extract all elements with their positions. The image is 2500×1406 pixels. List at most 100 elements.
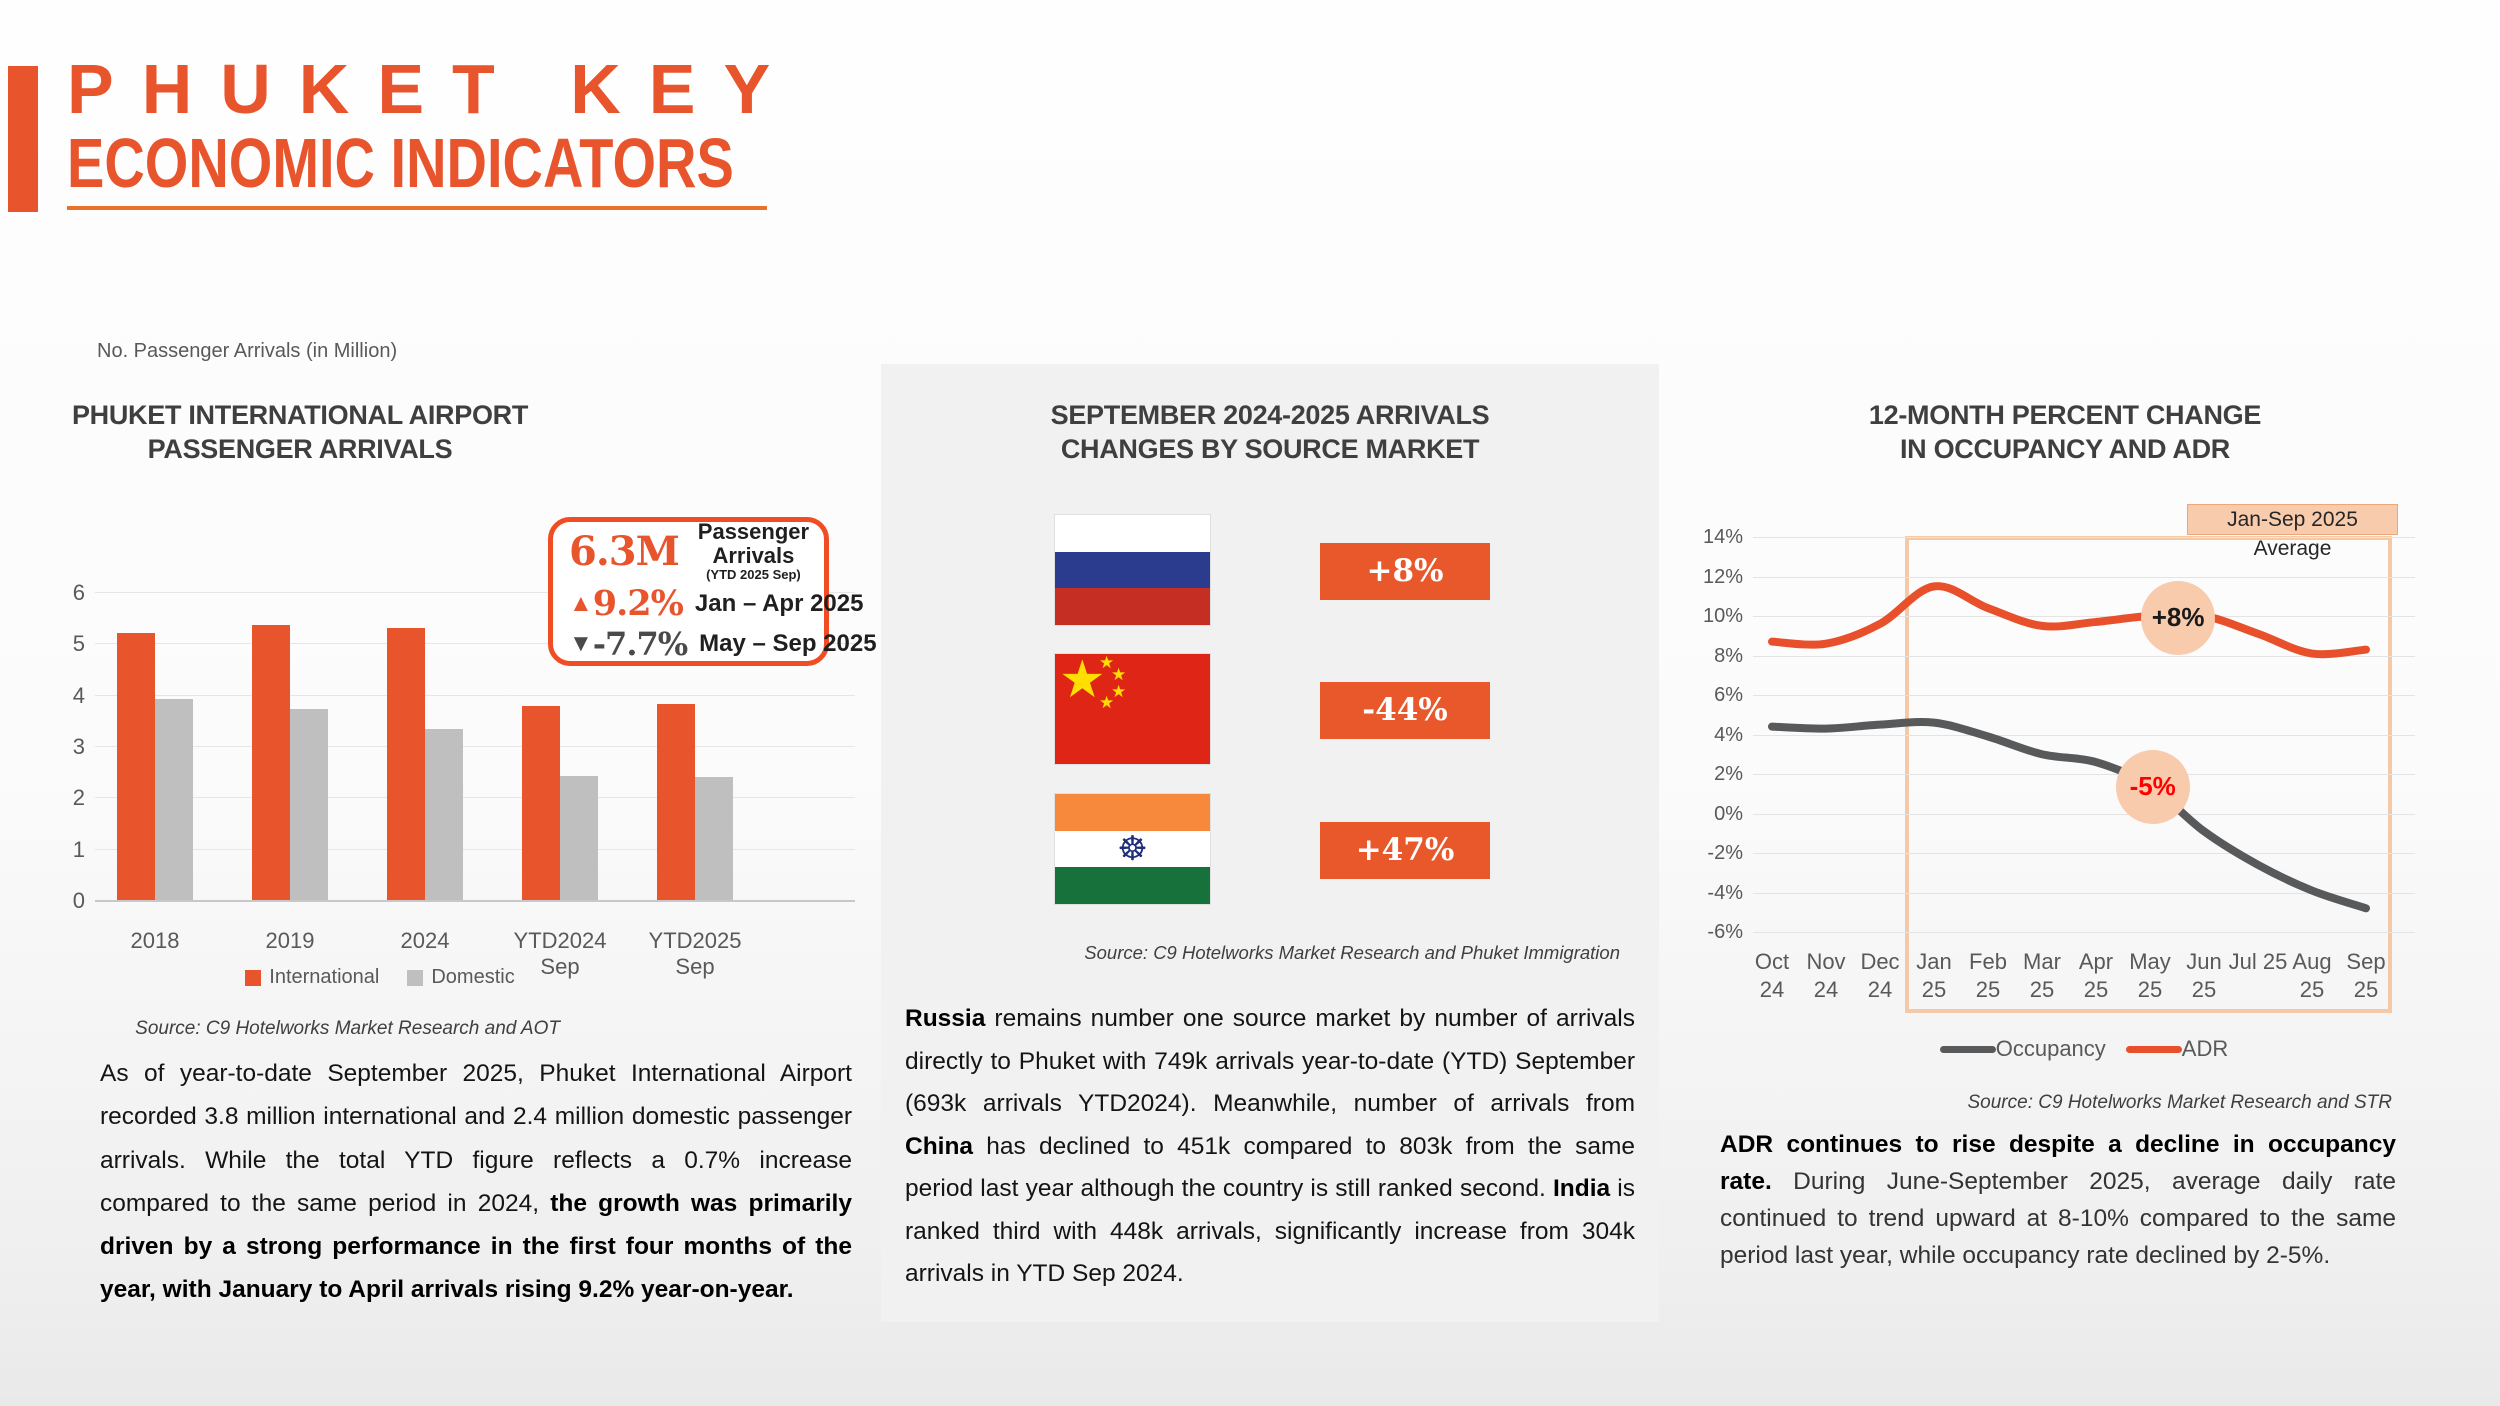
paragraph-segment: India bbox=[1552, 1175, 1611, 1202]
callout-total-value: 6.3M bbox=[569, 527, 680, 575]
middle-source: Source: C9 Hotelworks Market Research an… bbox=[1084, 942, 1620, 963]
occupancy-line bbox=[1768, 717, 2370, 913]
flag-stripe bbox=[1055, 588, 1210, 625]
x-category-label: 2019 bbox=[265, 928, 315, 953]
gridline bbox=[1753, 616, 2415, 617]
x-tick-label: Feb 25 bbox=[1969, 949, 2007, 1002]
paragraph-segment: the growth was primarily driven by a str… bbox=[100, 1189, 852, 1304]
legend-item-international: International bbox=[245, 966, 379, 989]
x-tick-label: Jan 25 bbox=[1916, 949, 1952, 1002]
bar-domestic bbox=[695, 776, 733, 900]
x-tick-label: Apr 25 bbox=[2078, 949, 2114, 1002]
middle-title: SEPTEMBER 2024-2025 ARRIVALS CHANGES BY … bbox=[1050, 400, 1490, 464]
middle-paragraph: Russia remains number one source market … bbox=[905, 998, 1635, 1296]
gridline bbox=[1753, 537, 2415, 538]
y-tick-label: 10% bbox=[1702, 605, 1743, 627]
x-category-label: 2018 bbox=[130, 928, 180, 953]
bar-international bbox=[657, 703, 695, 900]
right-paragraph: ADR continues to rise despite a decline … bbox=[1720, 1126, 2396, 1274]
china-small-star-icon: ★ bbox=[1111, 665, 1127, 684]
y-tick-label: 5 bbox=[72, 631, 85, 657]
y-tick-label: 1 bbox=[72, 836, 85, 862]
gridline bbox=[1753, 734, 2415, 736]
left-chart-legend: International Domestic bbox=[95, 966, 665, 989]
gridline bbox=[95, 643, 855, 645]
gridline bbox=[1753, 695, 2415, 696]
x-category-label: 2024 bbox=[400, 928, 450, 953]
china-change-badge: -44% bbox=[1320, 682, 1490, 739]
flag-stripe bbox=[1055, 867, 1210, 904]
page-title-line1: PHUKET KEY bbox=[67, 50, 799, 128]
callout-total-row: 6.3M Passenger Arrivals (YTD 2025 Sep) bbox=[569, 520, 816, 582]
gridline bbox=[1753, 853, 2415, 854]
gridline bbox=[95, 848, 855, 850]
y-tick-label: 2 bbox=[72, 785, 85, 811]
legend-item-adr: ADR bbox=[2125, 1036, 2228, 1062]
x-tick-label: Dec 24 bbox=[1860, 949, 1900, 1002]
y-tick-label: 14% bbox=[1702, 526, 1743, 548]
india-flag: ☸ bbox=[1054, 793, 1211, 905]
legend-label: Domestic bbox=[431, 966, 515, 988]
left-paragraph: As of year-to-date September 2025, Phuke… bbox=[100, 1052, 852, 1312]
paragraph-segment: ADR continues to rise despite a decline … bbox=[1720, 1131, 2396, 1195]
y-tick-label: 8% bbox=[1714, 644, 1743, 667]
x-tick-label: Jul 25 bbox=[2228, 949, 2288, 974]
passenger-arrivals-bar-chart bbox=[95, 592, 855, 902]
y-tick-label: 0 bbox=[72, 888, 85, 913]
down-triangle-icon: ▼ bbox=[569, 630, 593, 657]
legend-item-domestic: Domestic bbox=[407, 966, 515, 989]
left-chart-title: PHUKET INTERNATIONAL AIRPORT PASSENGER A… bbox=[71, 400, 529, 464]
paragraph-segment: has declined to 451k compared to 803k fr… bbox=[905, 1132, 1635, 1203]
y-tick-label: -2% bbox=[1707, 842, 1743, 864]
right-chart-title: 12-MONTH PERCENT CHANGE IN OCCUPANCY AND… bbox=[1868, 400, 2262, 464]
paragraph-segment: During June-September 2025, average dail… bbox=[1720, 1168, 2396, 1269]
callout-total-sublabel: (YTD 2025 Sep) bbox=[706, 567, 801, 582]
gridline bbox=[1753, 892, 2415, 894]
annotation-+8%: +8% bbox=[2141, 580, 2216, 655]
gridline bbox=[1753, 576, 2415, 578]
flag-stripe bbox=[1055, 552, 1210, 588]
gridline bbox=[95, 797, 855, 799]
y-tick-label: -4% bbox=[1707, 881, 1743, 904]
highlight-range-label: Jan-Sep 2025 Average bbox=[2187, 504, 2398, 560]
china-small-star-icon: ★ bbox=[1099, 693, 1115, 712]
callout-up-period: Jan – Apr 2025 bbox=[694, 589, 864, 617]
x-category-label: YTD2025 Sep bbox=[648, 928, 742, 979]
legend-swatch bbox=[245, 969, 262, 986]
occupancy-adr-line-chart: +8% -5% bbox=[1753, 537, 2415, 933]
paragraph-segment: China bbox=[905, 1132, 974, 1160]
y-tick-label: 4% bbox=[1714, 723, 1743, 746]
gridline bbox=[95, 694, 855, 696]
callout-down-value: -7.7% bbox=[592, 625, 688, 663]
up-triangle-icon: ▲ bbox=[569, 589, 593, 617]
callout-total-label: Passenger Arrivals bbox=[697, 519, 810, 568]
adr-line bbox=[1768, 582, 2370, 659]
x-tick-label: Sep 25 bbox=[2346, 949, 2386, 1002]
x-category-label: YTD2024 Sep bbox=[513, 928, 607, 979]
ashoka-chakra-icon: ☸ bbox=[1117, 830, 1148, 868]
bar-domestic bbox=[425, 729, 463, 900]
page-title: PHUKET KEY ECONOMIC INDICATORS bbox=[67, 52, 901, 200]
india-change-badge: +47% bbox=[1320, 822, 1490, 879]
legend-line-swatch bbox=[2125, 1045, 2182, 1053]
gridline bbox=[1753, 813, 2415, 815]
y-tick-label: 12% bbox=[1702, 565, 1743, 588]
y-tick-label: 0% bbox=[1714, 802, 1743, 825]
x-tick-label: Oct 24 bbox=[1754, 949, 1790, 1002]
left-chart-y-axis-label: No. Passenger Arrivals (in Million) bbox=[97, 340, 398, 362]
flag-stripe bbox=[1055, 794, 1210, 831]
legend-label: International bbox=[269, 966, 380, 988]
y-tick-label: 6 bbox=[72, 580, 85, 605]
x-tick-label: Aug 25 bbox=[2292, 949, 2332, 1002]
gridline bbox=[95, 592, 855, 593]
paragraph-segment: Russia bbox=[905, 1005, 986, 1032]
bar-international bbox=[387, 627, 425, 900]
callout-down-period: May – Sep 2025 bbox=[699, 630, 877, 657]
gridline bbox=[1753, 655, 2415, 657]
china-big-star-icon: ★ bbox=[1059, 651, 1106, 709]
gridline bbox=[1753, 774, 2415, 775]
callout-up-row: ▲ 9.2% Jan – Apr 2025 bbox=[569, 583, 863, 624]
russia-change-badge: +8% bbox=[1320, 543, 1490, 600]
bar-international bbox=[522, 706, 560, 900]
